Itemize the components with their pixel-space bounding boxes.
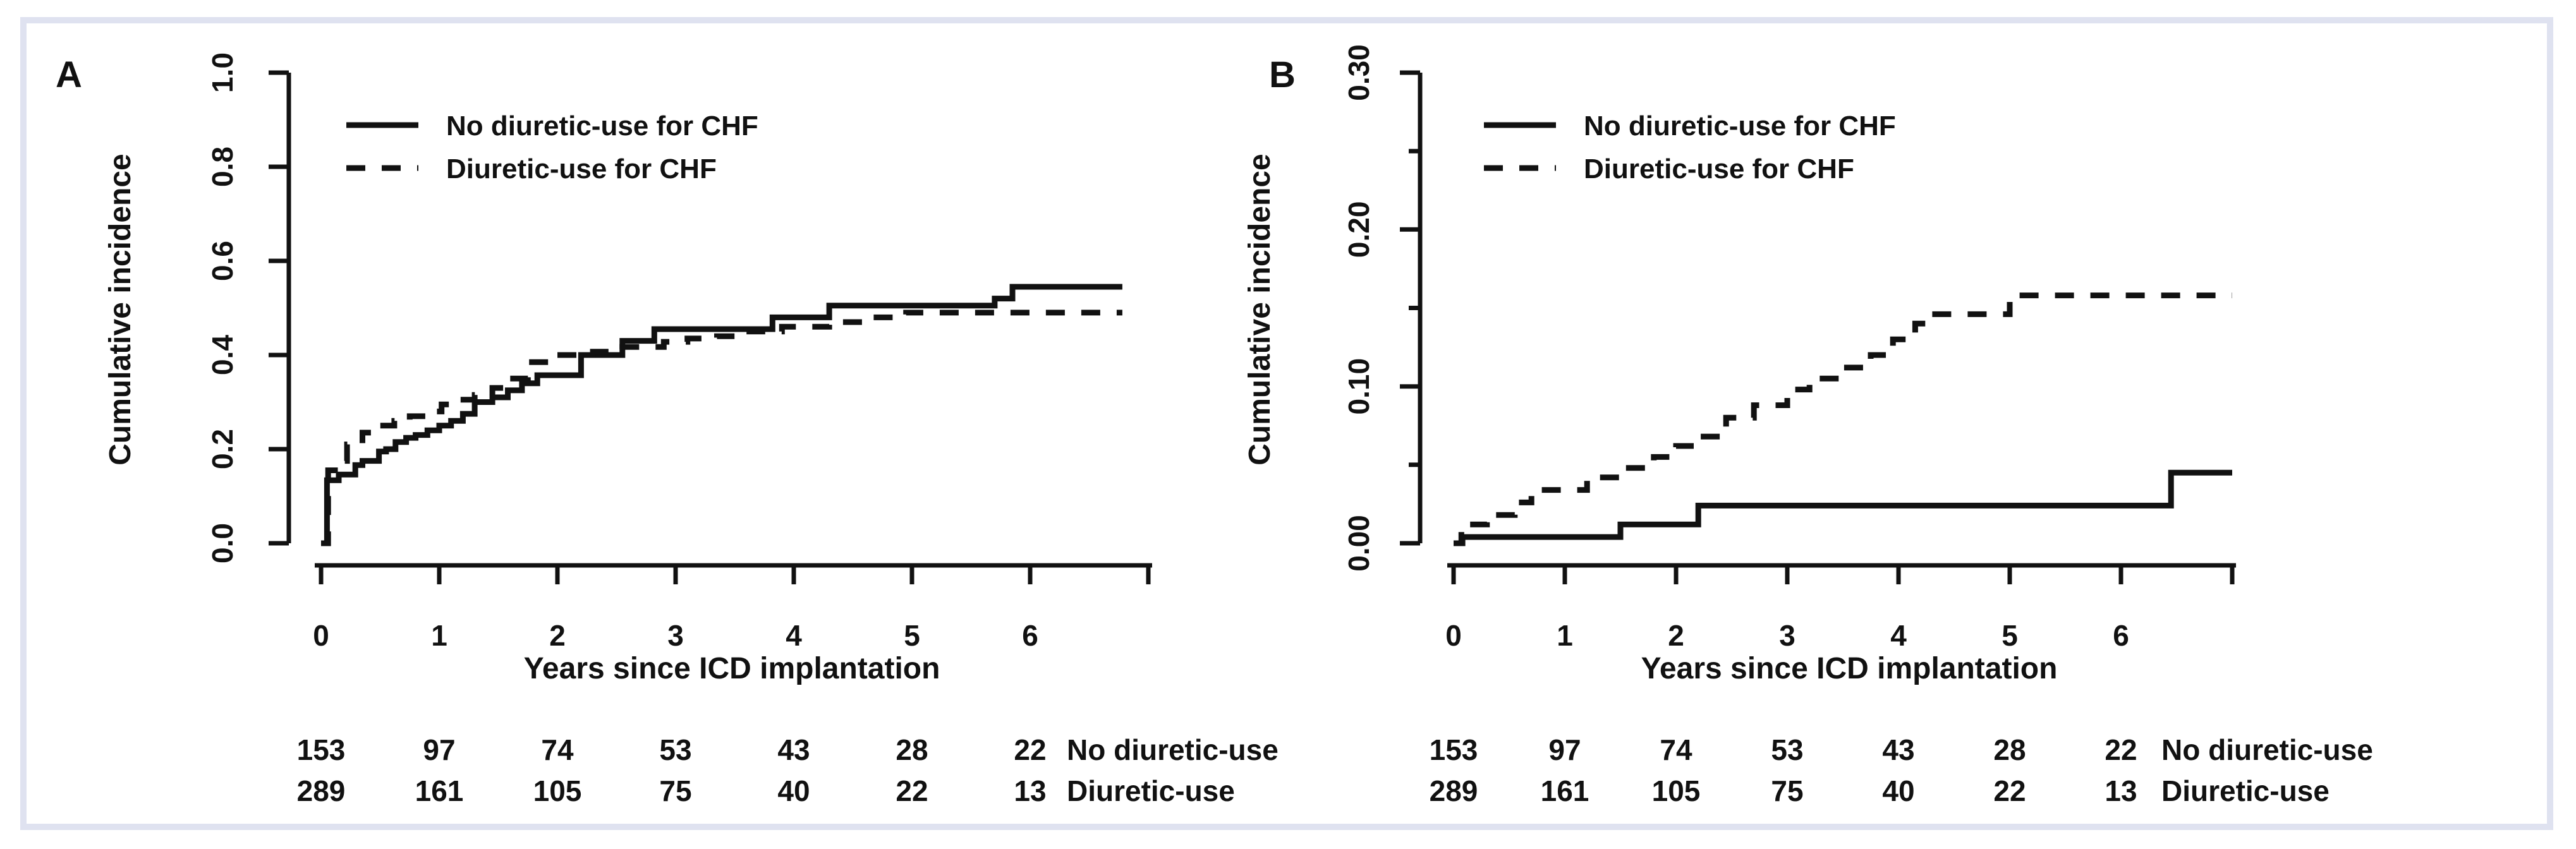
risk-count: 105 xyxy=(533,774,582,807)
risk-count: 97 xyxy=(423,733,455,766)
risk-count: 289 xyxy=(1430,774,1478,807)
risk-count: 22 xyxy=(1993,774,2026,807)
x-tick-label: 2 xyxy=(549,619,566,652)
panel-a: A Cumulative incidence Years since ICD i… xyxy=(56,52,1279,807)
risk-count: 43 xyxy=(1882,733,1914,766)
y-tick-label: 0.0 xyxy=(206,523,239,563)
legend-label-diuretic: Diuretic-use for CHF xyxy=(1584,154,1854,184)
y-tick-label: 0.8 xyxy=(206,147,239,187)
legend: No diuretic-use for CHF Diuretic-use for… xyxy=(1484,111,1896,184)
x-tick-label: 0 xyxy=(313,619,329,652)
x-axis-title: Years since ICD implantation xyxy=(1641,652,2058,685)
y-tick-label: 0.10 xyxy=(1342,358,1375,415)
x-tick-label: 5 xyxy=(2002,619,2018,652)
risk-count: 75 xyxy=(659,774,691,807)
legend-label-diuretic: Diuretic-use for CHF xyxy=(446,154,717,184)
risk-count: 40 xyxy=(1882,774,1914,807)
x-tick-label: 6 xyxy=(2113,619,2129,652)
risk-count: 22 xyxy=(2105,733,2137,766)
y-axis-title: Cumulative incidence xyxy=(1243,154,1277,465)
panel-a-plot: 0.0 0.2 0.4 0.6 0.8 1.0 0 1 2 3 4 5 6 153 97 74 53 43 28 22… xyxy=(206,52,1152,807)
panel-b: B Cumulative incidence Years since ICD i… xyxy=(1243,44,2373,807)
x-tick-label: 0 xyxy=(1445,619,1462,652)
x-axis-title: Years since ICD implantation xyxy=(524,652,940,685)
x-tick-label: 2 xyxy=(1668,619,1684,652)
risk-count: 153 xyxy=(1430,733,1478,766)
risk-count: 13 xyxy=(1014,774,1046,807)
y-tick-label: 1.0 xyxy=(206,52,239,93)
risk-count: 43 xyxy=(777,733,810,766)
risk-count: 161 xyxy=(1541,774,1589,807)
y-tick-label: 0.00 xyxy=(1342,515,1375,572)
curve-dashed xyxy=(1454,292,2232,546)
legend: No diuretic-use for CHF Diuretic-use for… xyxy=(346,111,758,184)
x-tick-label: 4 xyxy=(1890,619,1907,652)
curve-solid xyxy=(1454,469,2232,546)
risk-count: 97 xyxy=(1548,733,1581,766)
risk-count: 153 xyxy=(297,733,346,766)
y-tick-label: 0.2 xyxy=(206,429,239,469)
panel-a-label: A xyxy=(56,54,82,95)
risk-count: 28 xyxy=(896,733,928,766)
risk-count: 53 xyxy=(659,733,691,766)
risk-row-label: Diuretic-use xyxy=(1067,774,1235,807)
x-tick-label: 5 xyxy=(904,619,920,652)
x-tick-label: 4 xyxy=(786,619,802,652)
x-tick-label: 1 xyxy=(431,619,447,652)
risk-count: 40 xyxy=(777,774,810,807)
legend-label-no-diuretic: No diuretic-use for CHF xyxy=(446,111,758,142)
y-tick-label: 0.4 xyxy=(206,335,239,375)
x-tick-label: 6 xyxy=(1022,619,1038,652)
x-tick-label: 3 xyxy=(1779,619,1795,652)
risk-count: 22 xyxy=(896,774,928,807)
y-tick-label: 0.6 xyxy=(206,241,239,281)
curve-dashed xyxy=(321,310,1122,546)
legend-label-no-diuretic: No diuretic-use for CHF xyxy=(1584,111,1896,142)
risk-row-label: No diuretic-use xyxy=(2161,733,2373,766)
y-tick-label: 0.30 xyxy=(1342,44,1375,101)
risk-count: 289 xyxy=(297,774,346,807)
risk-count: 53 xyxy=(1771,733,1803,766)
risk-count: 74 xyxy=(1660,733,1692,766)
risk-row-label: Diuretic-use xyxy=(2161,774,2330,807)
y-axis-title: Cumulative incidence xyxy=(104,154,137,465)
risk-count: 161 xyxy=(415,774,464,807)
curve-solid xyxy=(321,284,1122,546)
x-tick-label: 1 xyxy=(1557,619,1573,652)
risk-count: 13 xyxy=(2105,774,2137,807)
risk-row-label: No diuretic-use xyxy=(1067,733,1279,766)
risk-count: 105 xyxy=(1652,774,1701,807)
risk-count: 28 xyxy=(1993,733,2026,766)
risk-count: 22 xyxy=(1014,733,1046,766)
panel-b-label: B xyxy=(1269,54,1296,95)
risk-count: 75 xyxy=(1771,774,1803,807)
risk-count: 74 xyxy=(541,733,574,766)
x-tick-label: 3 xyxy=(667,619,684,652)
panel-b-plot: 0.00 0.10 0.20 0.30 0 1 2 3 4 5 6 153 97 74 53 43 28 22 28… xyxy=(1342,44,2236,807)
y-tick-label: 0.20 xyxy=(1342,202,1375,258)
